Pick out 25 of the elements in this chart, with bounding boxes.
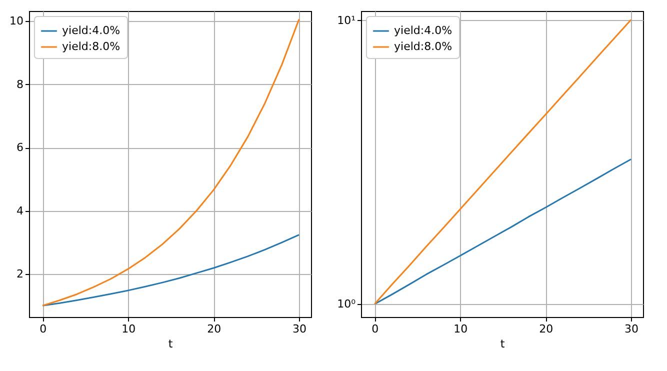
y-tick-label: 6 [16,141,24,154]
legend-label: yield:4.0% [394,24,452,37]
y-tick-label: 10⁰ [337,298,356,311]
line-series [374,18,632,305]
x-tick-label: 20 [539,322,554,336]
y-tick-label: 10 [10,14,24,28]
x-tick-label: 30 [624,322,639,336]
y-tick-label: 4 [16,204,24,218]
legend-label: yield:4.0% [62,24,120,37]
line-series [42,18,300,306]
y-tick-label: 8 [16,78,24,91]
x-tick-label: 20 [207,322,222,336]
legend-label: yield:8.0% [62,40,120,53]
x-axis-title: t [500,338,506,350]
line-series [374,158,632,305]
x-tick-label: 10 [122,322,136,336]
legend-label: yield:8.0% [394,40,452,53]
x-tick-label: 30 [292,322,307,336]
x-tick-label: 0 [372,322,379,336]
line-series [42,234,300,306]
x-tick-label: 10 [454,322,468,336]
x-axis-title: t [168,338,174,350]
y-tick-label: 2 [16,268,24,281]
y-tick-label: 10¹ [337,14,356,27]
x-tick-label: 0 [40,322,47,336]
